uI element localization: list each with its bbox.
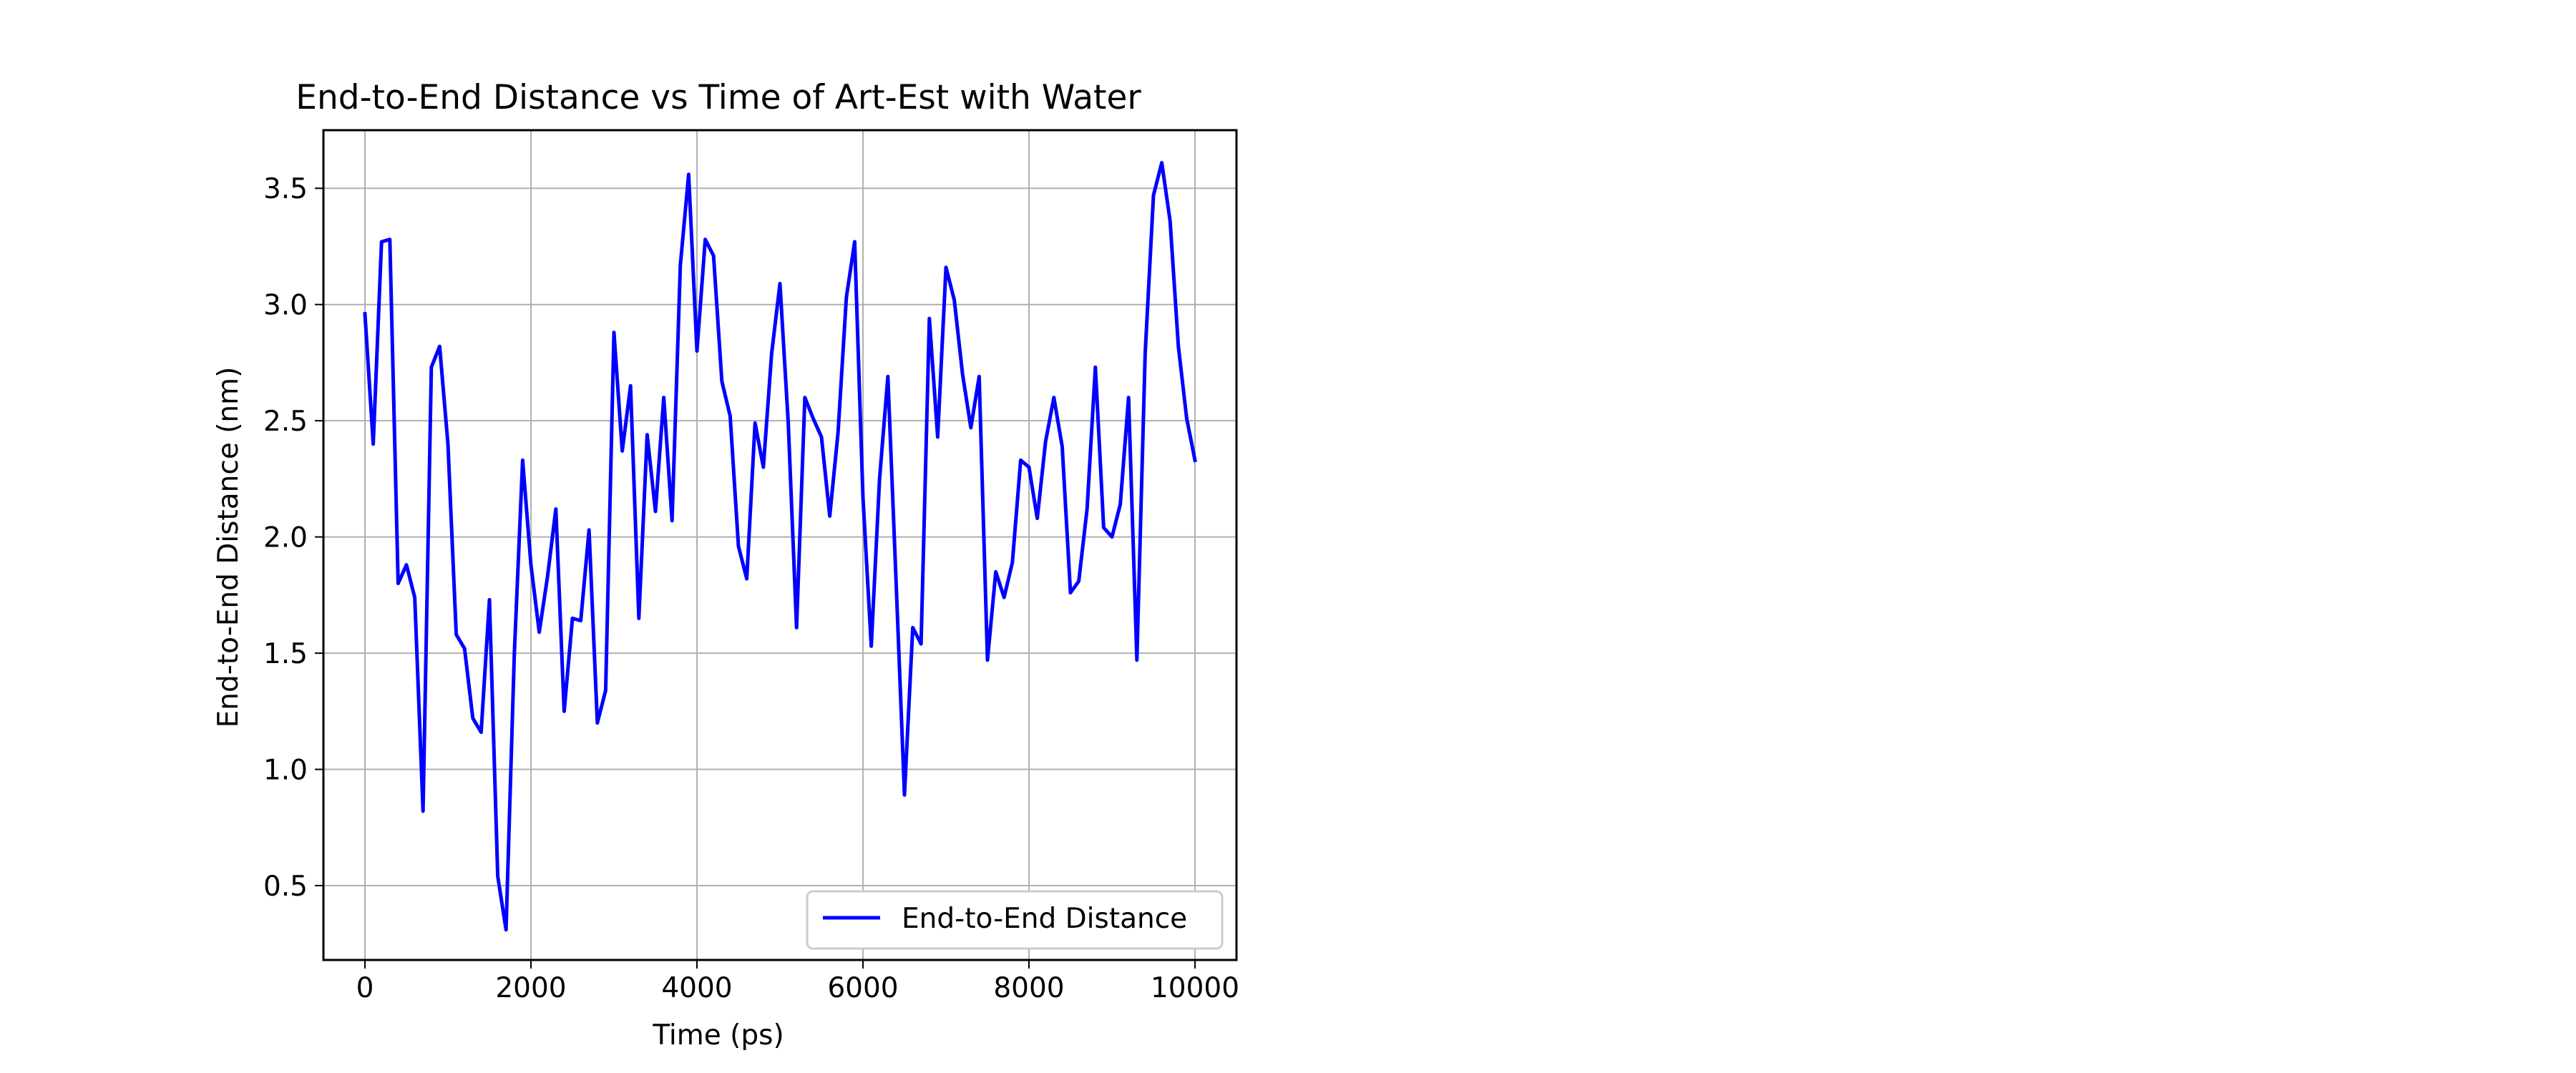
x-axis: 0 2000 4000 6000 8000 10000 bbox=[356, 960, 1239, 1004]
legend-label: End-to-End Distance bbox=[902, 903, 1187, 935]
legend: End-to-End Distance bbox=[806, 890, 1224, 950]
y-axis-label: End-to-End Distance (nm) bbox=[213, 367, 245, 728]
x-tick-label: 4000 bbox=[661, 972, 732, 1004]
y-axis: 0.5 1.0 1.5 2.0 2.5 3.0 3.5 bbox=[263, 173, 323, 903]
plot-frame bbox=[322, 129, 1238, 961]
y-tick-label: 1.5 bbox=[263, 638, 308, 670]
y-tick-label: 2.5 bbox=[263, 406, 308, 438]
x-axis-label: Time (ps) bbox=[652, 1019, 784, 1052]
x-tick-label: 0 bbox=[356, 972, 374, 1004]
y-tick-label: 3.0 bbox=[263, 290, 308, 322]
y-tick-label: 2.0 bbox=[263, 522, 308, 554]
y-tick-label: 0.5 bbox=[263, 871, 308, 903]
x-tick-label: 6000 bbox=[827, 972, 898, 1004]
legend-box bbox=[806, 890, 1224, 950]
chart-title: End-to-End Distance vs Time of Art-Est w… bbox=[296, 78, 1141, 117]
series-line-end-to-end-distance bbox=[363, 161, 1197, 932]
x-tick-label: 10000 bbox=[1151, 972, 1239, 1004]
x-tick-label: 8000 bbox=[993, 972, 1064, 1004]
x-tick-label: 2000 bbox=[495, 972, 566, 1004]
y-tick-label: 1.0 bbox=[263, 755, 308, 787]
plot-series bbox=[363, 161, 1197, 932]
y-tick-label: 3.5 bbox=[263, 173, 308, 205]
